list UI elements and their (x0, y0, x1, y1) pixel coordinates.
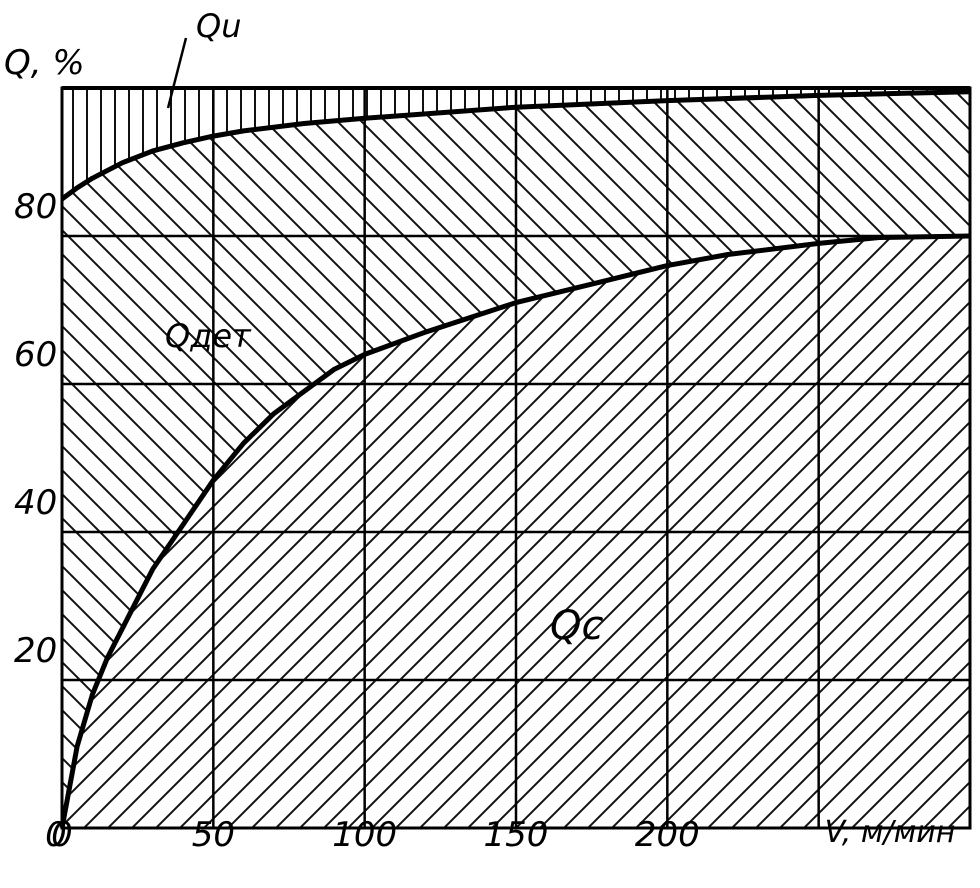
y-tick-label: 40 (14, 483, 58, 523)
y-tick-label: 20 (14, 631, 58, 671)
y-tick-label: 80 (14, 187, 58, 227)
region-label-qdet: Qдет (165, 317, 251, 355)
qu-leader-line (166, 37, 188, 109)
x-axis-label: V, м/мин (824, 815, 956, 850)
x-tick-label: 100 (332, 815, 398, 855)
region-label-qu: Qu (196, 7, 242, 45)
x-tick-label: 150 (483, 815, 549, 855)
x-tick-label: 50 (191, 815, 235, 855)
series-curves (59, 37, 971, 829)
region-label-qc: Qc (550, 603, 604, 649)
series-line-qdet (60, 89, 971, 202)
x-tick-label: 200 (634, 815, 700, 855)
y-axis-label: Q, % (4, 43, 85, 83)
y-tick-label: 60 (14, 335, 58, 375)
origin-label: 0 (45, 815, 67, 855)
series-line-qc (59, 233, 971, 829)
x-tick-label: 0 (51, 815, 73, 855)
region-qu-fill (62, 88, 970, 199)
region-qdet-fill (62, 91, 970, 828)
